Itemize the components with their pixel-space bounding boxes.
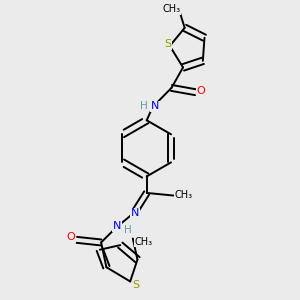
Text: H: H	[124, 225, 131, 235]
Text: O: O	[66, 232, 75, 242]
Text: N: N	[113, 221, 121, 231]
Text: N: N	[131, 208, 139, 218]
Text: S: S	[133, 280, 140, 290]
Text: N: N	[151, 101, 160, 111]
Text: S: S	[165, 39, 172, 49]
Text: O: O	[197, 86, 206, 96]
Text: CH₃: CH₃	[162, 4, 181, 14]
Text: H: H	[140, 101, 147, 111]
Text: CH₃: CH₃	[134, 237, 152, 247]
Text: CH₃: CH₃	[175, 190, 193, 200]
